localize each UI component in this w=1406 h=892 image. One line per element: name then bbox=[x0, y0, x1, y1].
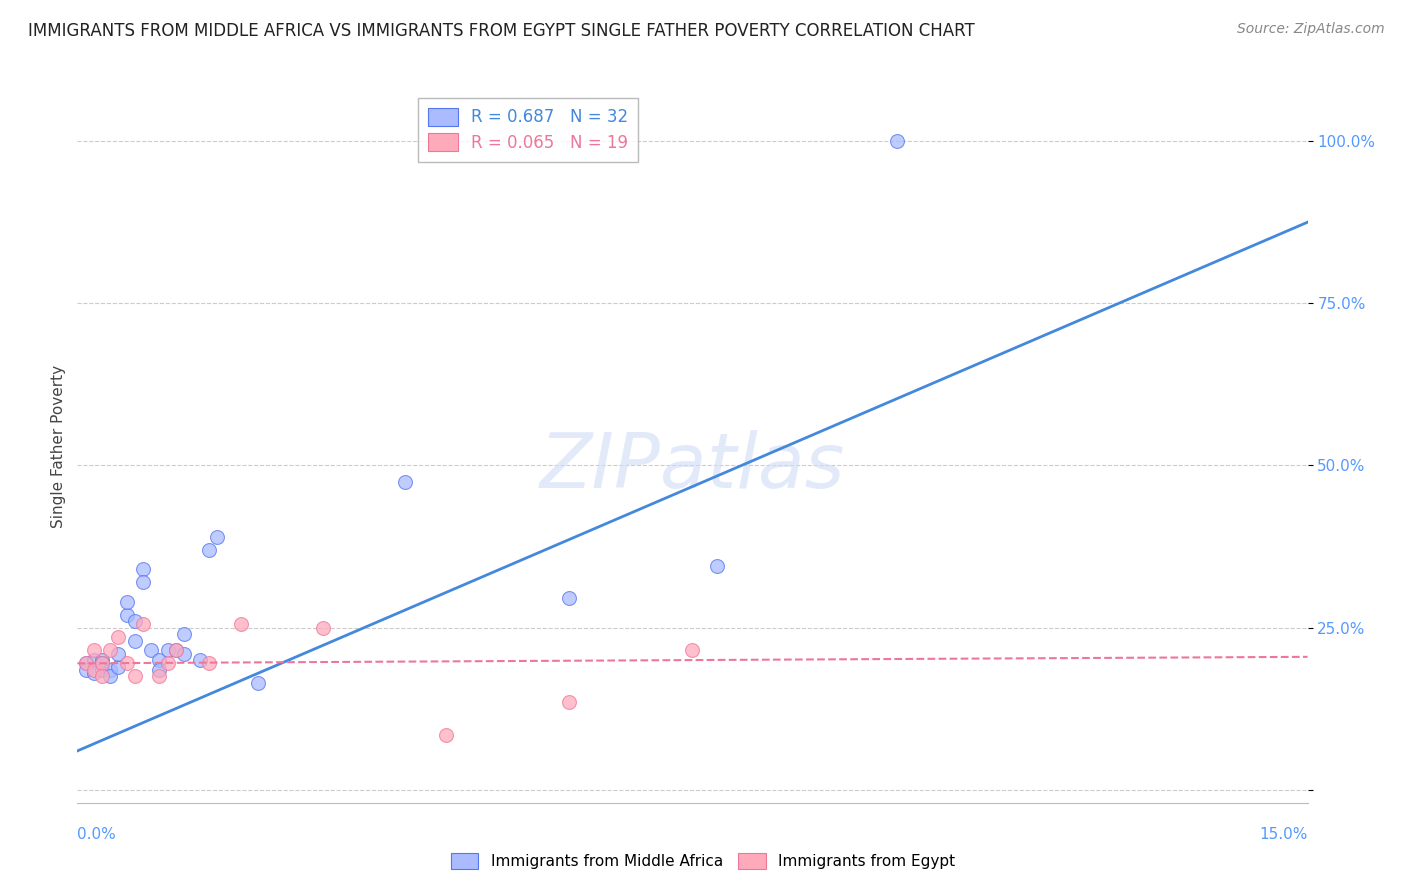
Point bbox=[165, 643, 187, 657]
Y-axis label: Single Father Poverty: Single Father Poverty bbox=[51, 365, 66, 527]
Point bbox=[558, 591, 581, 606]
Point bbox=[75, 657, 97, 671]
Text: Source: ZipAtlas.com: Source: ZipAtlas.com bbox=[1237, 22, 1385, 37]
Point bbox=[246, 675, 269, 690]
Point bbox=[197, 657, 219, 671]
Point bbox=[107, 647, 129, 661]
Point bbox=[124, 614, 146, 628]
Point bbox=[682, 643, 704, 657]
Point bbox=[83, 663, 105, 677]
Text: 0.0%: 0.0% bbox=[77, 827, 117, 841]
Text: 15.0%: 15.0% bbox=[1260, 827, 1308, 841]
Point bbox=[98, 669, 121, 683]
Point bbox=[886, 134, 908, 148]
Point bbox=[107, 631, 129, 645]
Point bbox=[75, 663, 97, 677]
Point bbox=[148, 663, 170, 677]
Point bbox=[115, 595, 138, 609]
Point bbox=[231, 617, 253, 632]
Legend: R = 0.687   N = 32, R = 0.065   N = 19: R = 0.687 N = 32, R = 0.065 N = 19 bbox=[418, 97, 638, 161]
Point bbox=[173, 647, 195, 661]
Point bbox=[436, 728, 458, 742]
Point bbox=[124, 633, 146, 648]
Point bbox=[75, 657, 97, 671]
Point bbox=[98, 663, 121, 677]
Point bbox=[197, 542, 219, 557]
Text: ZIPatlas: ZIPatlas bbox=[540, 431, 845, 504]
Point bbox=[394, 475, 416, 489]
Point bbox=[83, 643, 105, 657]
Point bbox=[141, 643, 163, 657]
Point bbox=[165, 643, 187, 657]
Point bbox=[98, 643, 121, 657]
Point bbox=[132, 562, 155, 576]
Text: IMMIGRANTS FROM MIDDLE AFRICA VS IMMIGRANTS FROM EGYPT SINGLE FATHER POVERTY COR: IMMIGRANTS FROM MIDDLE AFRICA VS IMMIGRA… bbox=[28, 22, 974, 40]
Legend: Immigrants from Middle Africa, Immigrants from Egypt: Immigrants from Middle Africa, Immigrant… bbox=[444, 847, 962, 875]
Point bbox=[156, 643, 179, 657]
Point bbox=[173, 627, 195, 641]
Point bbox=[90, 669, 114, 683]
Point bbox=[312, 621, 335, 635]
Point bbox=[148, 669, 170, 683]
Point bbox=[706, 559, 728, 574]
Point bbox=[205, 530, 228, 544]
Point bbox=[124, 669, 146, 683]
Point bbox=[90, 657, 114, 671]
Point bbox=[83, 653, 105, 667]
Point bbox=[132, 575, 155, 590]
Point bbox=[107, 659, 129, 673]
Point bbox=[90, 653, 114, 667]
Point bbox=[188, 653, 212, 667]
Point bbox=[90, 663, 114, 677]
Point bbox=[115, 657, 138, 671]
Point bbox=[156, 657, 179, 671]
Point bbox=[558, 695, 581, 709]
Point bbox=[148, 653, 170, 667]
Point bbox=[83, 666, 105, 681]
Point bbox=[90, 657, 114, 671]
Point bbox=[132, 617, 155, 632]
Point bbox=[115, 607, 138, 622]
